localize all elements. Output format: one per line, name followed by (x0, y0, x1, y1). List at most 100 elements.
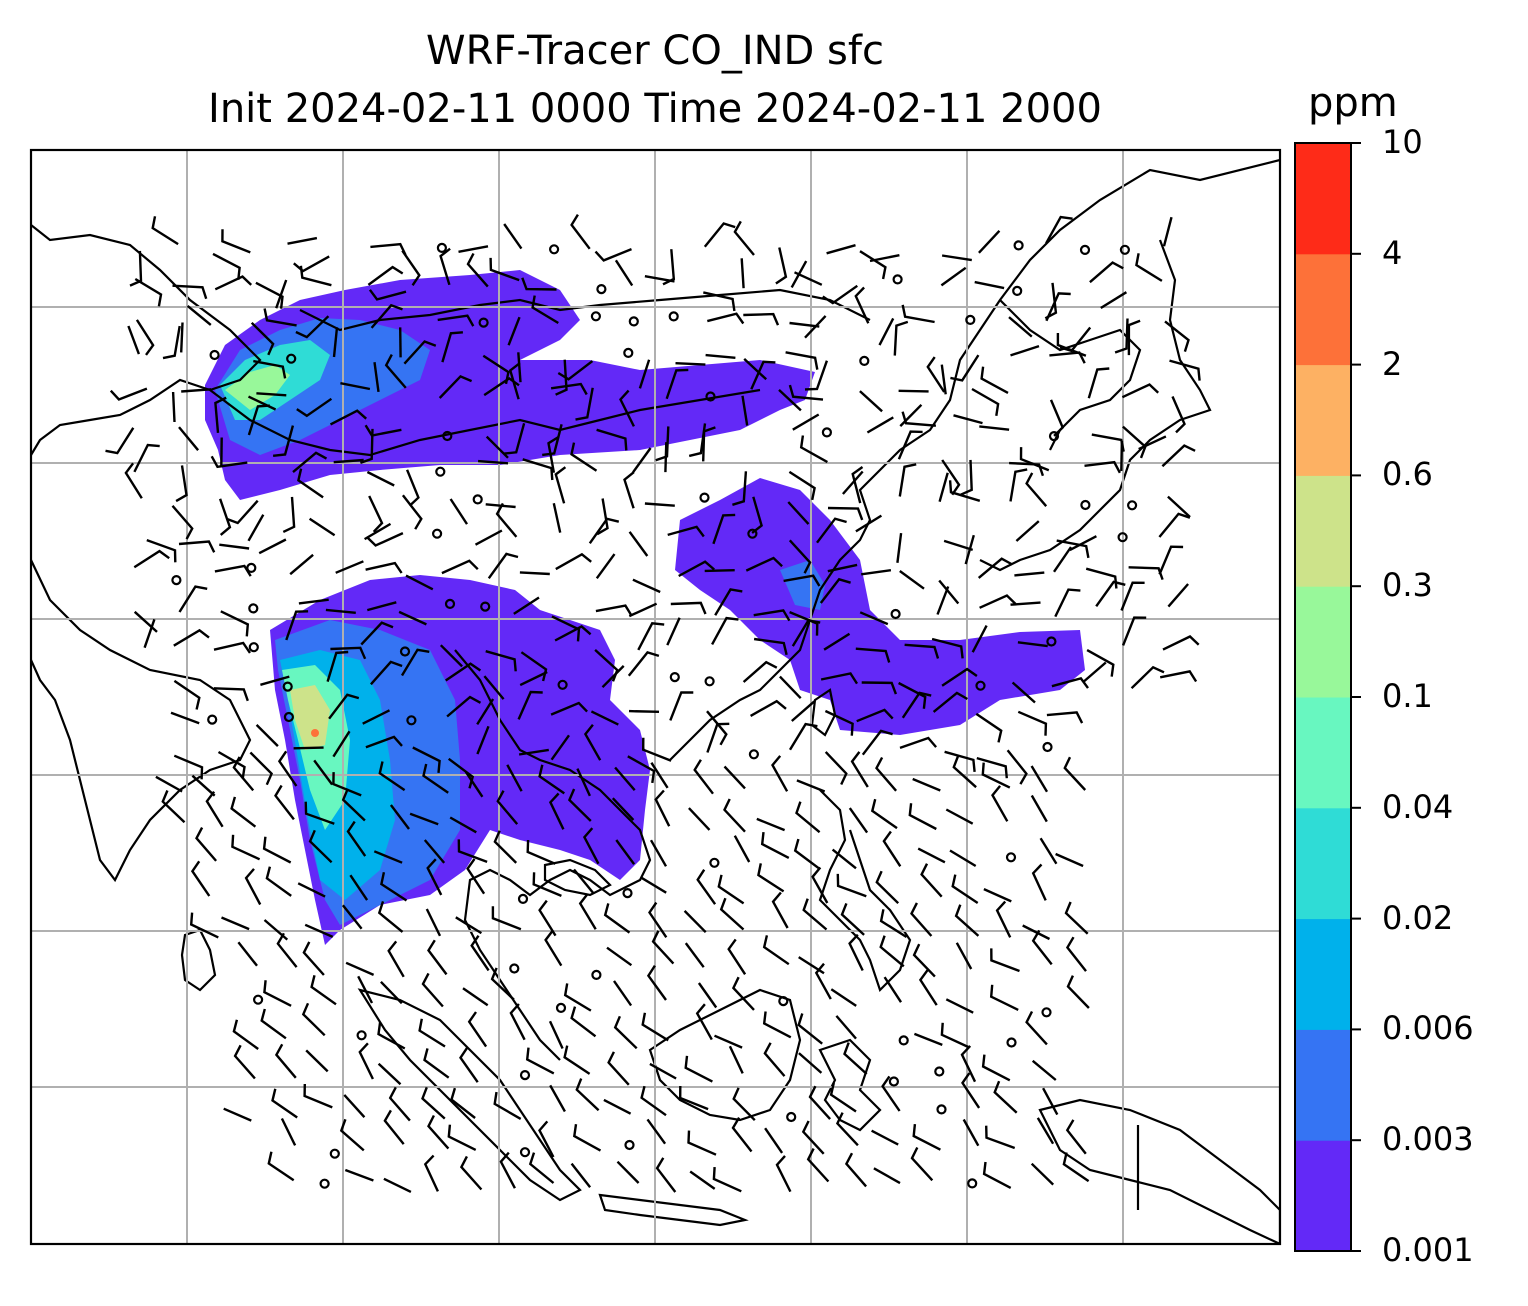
wind-barb (806, 1148, 830, 1183)
calm-wind-marker (356, 1030, 367, 1041)
coastline-borneo (648, 988, 802, 1122)
wind-barb (455, 916, 483, 935)
wind-barb (667, 525, 705, 538)
wind-barb (1171, 396, 1186, 434)
wind-barb (474, 529, 503, 546)
wind-barb (912, 777, 941, 792)
wind-barb (670, 601, 707, 615)
wind-barb (341, 788, 366, 822)
wind-barb (1025, 472, 1048, 507)
wind-barb (848, 807, 869, 834)
wind-barb (293, 255, 330, 273)
wind-barb (490, 967, 515, 1001)
wind-barb (365, 735, 403, 749)
wind-barb (173, 754, 204, 780)
wind-barb (370, 303, 403, 329)
wind-barb (590, 710, 619, 726)
wind-barb (695, 1003, 713, 1041)
map-frame (29, 148, 1282, 1246)
wind-barb (732, 1087, 756, 1122)
wind-barb (1014, 571, 1045, 577)
wind-barb (563, 1045, 591, 1075)
wind-barb (427, 939, 448, 976)
calm-wind-marker (778, 995, 789, 1007)
wind-barb (703, 222, 736, 248)
wind-barb (644, 275, 675, 283)
colorbar (1295, 142, 1361, 1252)
wind-barb (485, 650, 517, 672)
calm-wind-marker (286, 353, 297, 364)
wind-barb (941, 254, 972, 262)
wind-barb (794, 271, 823, 286)
wind-barb (575, 1078, 600, 1112)
wind-barb (552, 503, 562, 533)
calm-wind-marker (1006, 1037, 1017, 1048)
tracer-plume-west-max (290, 685, 330, 750)
wind-barb (836, 873, 867, 898)
wind-barb (439, 644, 463, 668)
wind-barb (705, 353, 736, 359)
wind-barb (731, 976, 755, 1011)
wind-barb (861, 569, 892, 576)
wind-barb (616, 1160, 640, 1184)
wind-barb (740, 258, 745, 289)
wind-barb (328, 693, 360, 720)
wind-barb (982, 1161, 1012, 1189)
wind-barb (195, 827, 218, 862)
wind-barb (1025, 1010, 1048, 1046)
plot-title-line2: Init 2024-02-11 0000 Time 2024-02-11 200… (208, 86, 1102, 132)
wind-barb (405, 469, 420, 507)
wind-barb (223, 1107, 252, 1122)
wind-barb (760, 831, 790, 859)
wind-barb (287, 236, 318, 245)
wind-barb (491, 906, 522, 931)
wind-barb (447, 1124, 477, 1151)
wind-barb (861, 681, 898, 695)
tracer-plume-north-core2 (225, 365, 290, 410)
wind-barb (644, 502, 675, 507)
wind-barb (816, 517, 847, 544)
wind-barb (627, 651, 660, 677)
wind-barb (961, 1072, 981, 1109)
calm-wind-marker (1041, 1007, 1052, 1018)
wind-barb (791, 619, 821, 647)
wind-barb (981, 1054, 1011, 1082)
wind-barb (409, 812, 439, 826)
wind-barb (214, 396, 227, 434)
calm-wind-marker (898, 1035, 909, 1046)
wind-barb (977, 557, 1013, 579)
wind-barb (313, 759, 334, 786)
wind-barb (377, 1022, 406, 1050)
wind-barb (573, 868, 594, 894)
wind-barb (974, 280, 1005, 290)
wind-barb (1159, 670, 1198, 683)
wind-barb (835, 1112, 859, 1147)
wind-barb (423, 839, 446, 864)
wind-barb (255, 724, 279, 747)
wind-barb (753, 637, 788, 656)
wind-barb (1010, 344, 1040, 357)
calm-wind-marker (821, 427, 833, 438)
wind-barb (796, 779, 826, 793)
wind-barb (295, 315, 330, 339)
wind-barb (995, 900, 1012, 938)
wind-barb (588, 517, 620, 544)
wind-barb (1100, 291, 1128, 310)
calm-wind-marker (888, 1076, 900, 1087)
calm-wind-marker (628, 316, 639, 327)
wind-barb (702, 426, 716, 462)
wind-barb (1031, 863, 1047, 901)
colorbar-segment (1295, 364, 1351, 476)
wind-barb (1019, 447, 1050, 472)
coastline-sri-lanka (180, 928, 217, 992)
wind-barb (105, 427, 135, 455)
wind-barb (339, 1118, 365, 1152)
wind-barb (401, 250, 421, 286)
wind-barb (1031, 929, 1053, 966)
wind-barb (950, 354, 980, 382)
wind-barb (811, 866, 829, 904)
wind-barb (944, 750, 976, 773)
wind-barb (517, 690, 543, 720)
calm-wind-marker (472, 494, 483, 505)
